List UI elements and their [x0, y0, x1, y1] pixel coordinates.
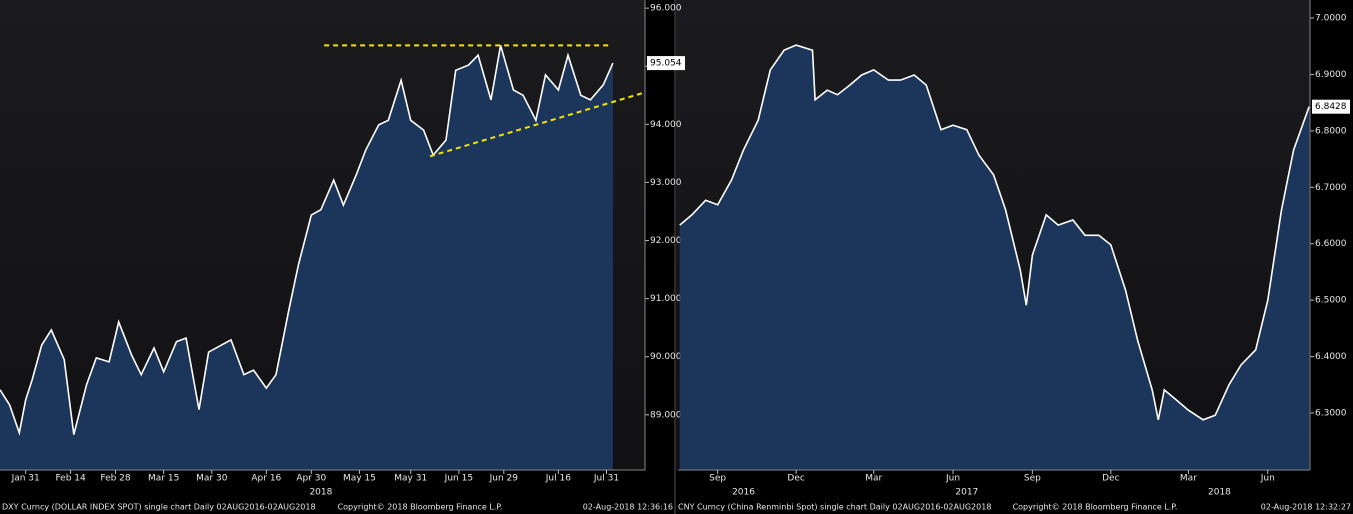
area-fill: [0, 45, 613, 471]
y-tick-label: 96.000: [650, 4, 682, 14]
footer-copyright: Copyright© 2018 Bloomberg Finance L.P.: [1013, 503, 1178, 512]
footer-time: 02-Aug-2018 12:32:27: [1261, 503, 1351, 512]
last-value-box: [647, 56, 685, 71]
y-tick-label: 94.000: [650, 120, 682, 130]
x-tick-label: Sep: [709, 474, 726, 484]
x-tick-label: Mar 30: [196, 474, 228, 484]
y-tick-label: 6.9000: [1315, 70, 1347, 80]
footer-time: 02-Aug-2018 12:36:16: [583, 503, 673, 512]
x-tick-label: Mar 15: [148, 474, 179, 484]
x-tick-label: Jun 29: [489, 474, 519, 484]
footer-ticker: DXY Curncy (DOLLAR INDEX SPOT) single ch…: [2, 503, 316, 512]
y-tick-label: 92.000: [650, 236, 682, 246]
x-tick-label: May 15: [343, 474, 376, 484]
x-tick-label: Jul 31: [593, 474, 619, 484]
x-tick-label: Feb 28: [100, 474, 131, 484]
year-label: 2016: [732, 488, 755, 498]
footer-ticker: CNY Curncy (China Renminbi Spot) single …: [678, 503, 991, 512]
y-tick-label: 6.7000: [1315, 183, 1347, 193]
y-tick-label: 93.000: [650, 178, 682, 188]
y-tick-label: 7.0000: [1315, 14, 1347, 24]
last-value-label: 6.8428: [1315, 102, 1347, 112]
year-label: 2017: [955, 488, 978, 498]
x-tick-label: Dec: [1102, 474, 1119, 484]
footer-copyright: Copyright© 2018 Bloomberg Finance L.P.: [338, 503, 503, 512]
year-label: 2018: [1208, 488, 1231, 498]
x-tick-label: Jun: [1260, 474, 1275, 484]
x-tick-label: Mar: [865, 474, 882, 484]
y-tick-label: 6.5000: [1315, 296, 1347, 306]
y-tick-label: 89.000: [650, 410, 682, 420]
area-fill: [679, 45, 1310, 470]
x-tick-label: Apr 16: [251, 474, 281, 484]
x-tick-label: Dec: [787, 474, 804, 484]
last-value-label: 95.054: [650, 59, 682, 69]
x-tick-label: Jan 31: [11, 474, 40, 484]
last-value-box: [1312, 99, 1350, 114]
y-tick-label: 6.8000: [1315, 126, 1347, 136]
x-tick-label: Feb 14: [55, 474, 86, 484]
y-tick-label: 90.000: [650, 352, 682, 362]
price-line: [0, 45, 614, 436]
trend-line: [429, 91, 646, 158]
x-tick-label: Jun: [945, 474, 960, 484]
x-tick-label: Jul 16: [545, 474, 571, 484]
y-tick-label: 91.000: [650, 294, 682, 304]
year-label: 2018: [309, 488, 332, 498]
y-tick-label: 6.6000: [1315, 239, 1347, 249]
x-tick-label: Apr 30: [296, 474, 326, 484]
x-tick-label: Mar: [1180, 474, 1197, 484]
x-tick-label: May 31: [394, 474, 427, 484]
y-tick-label: 6.4000: [1315, 352, 1347, 362]
x-tick-label: Jun 15: [444, 474, 473, 484]
y-tick-label: 6.3000: [1315, 409, 1347, 419]
price-line: [679, 44, 1310, 421]
x-tick-label: Sep: [1024, 474, 1041, 484]
